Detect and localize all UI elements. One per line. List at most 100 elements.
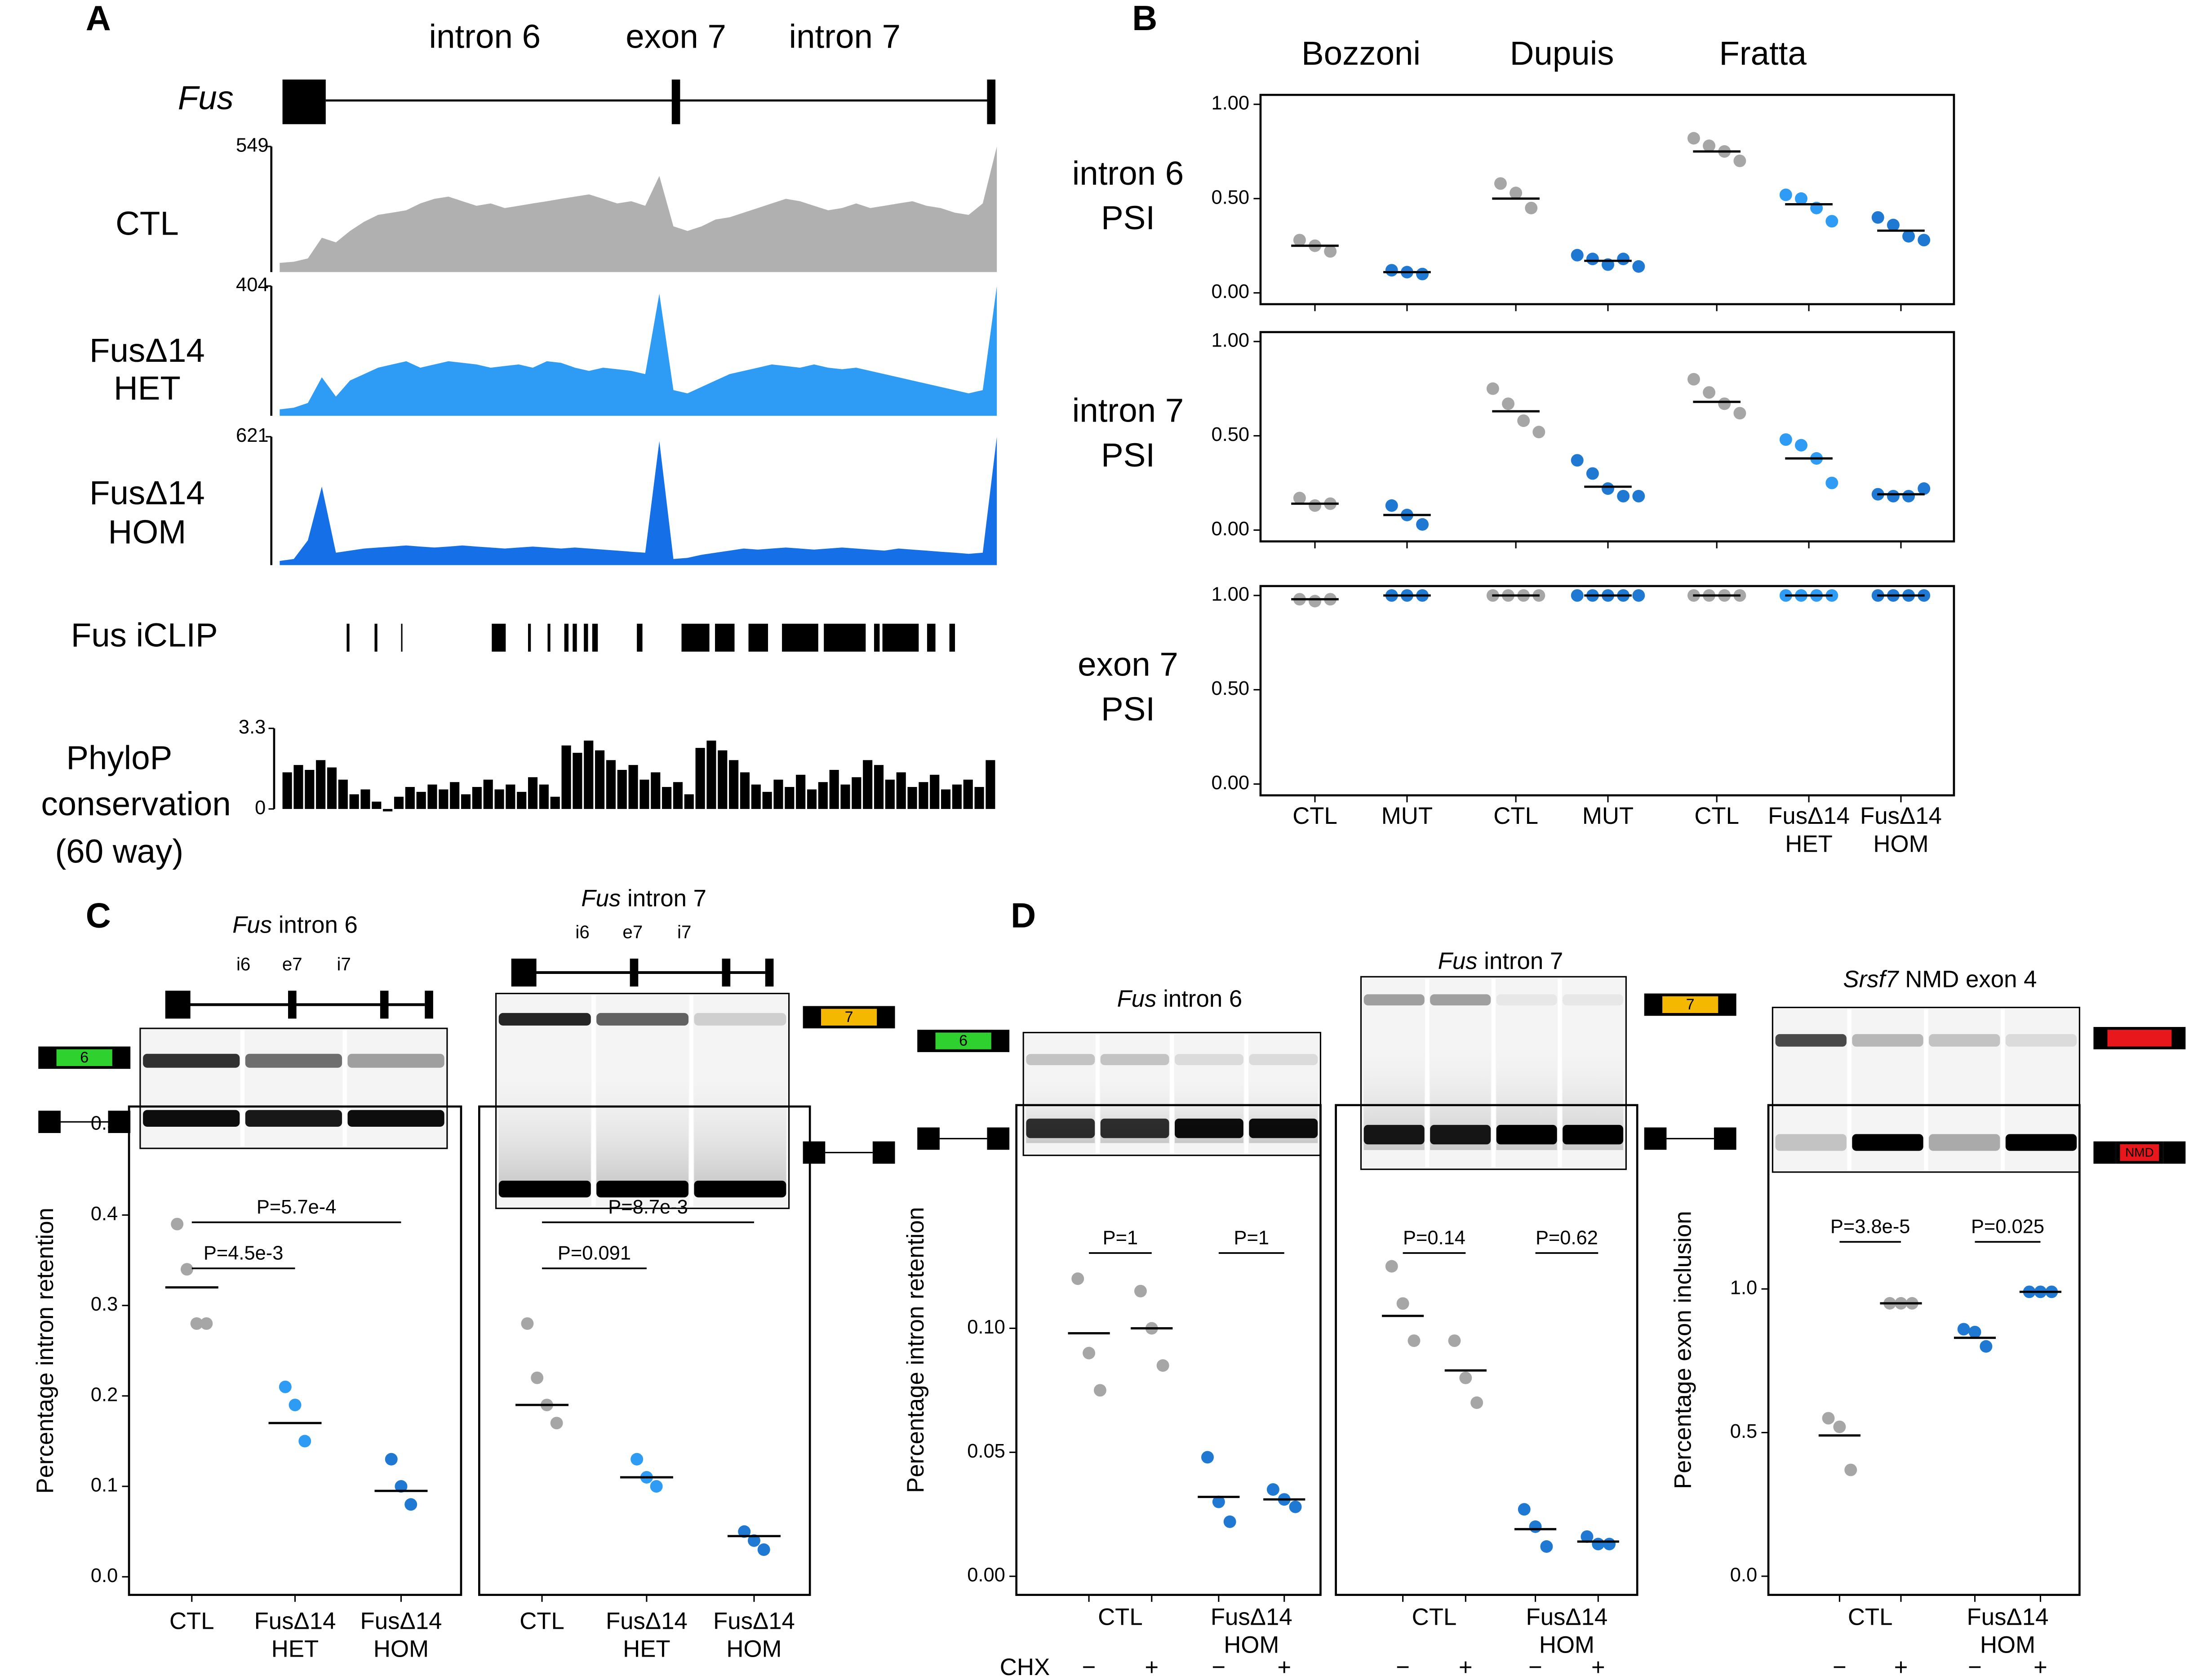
iclip-peak	[824, 623, 866, 652]
plot-frame	[1335, 1104, 1638, 1596]
iclip-peak	[592, 623, 598, 652]
chart-title: Fus intron 7	[581, 885, 706, 911]
phylop-bar	[885, 779, 895, 809]
data-point	[1385, 499, 1398, 512]
gel-band	[1026, 1118, 1095, 1138]
phylop-bar	[282, 772, 292, 809]
exon-label: 6	[80, 1049, 89, 1066]
coverage	[280, 146, 997, 272]
data-point	[1733, 154, 1746, 167]
primer-label: i7	[337, 954, 351, 974]
phylop-bar	[573, 752, 582, 809]
data-point	[1494, 177, 1507, 190]
x-tick-label: HET	[623, 1636, 670, 1662]
gel-band	[1175, 1054, 1243, 1065]
x-tick-label: FusΔ14	[1967, 1604, 2049, 1630]
track-label: HOM	[108, 513, 186, 551]
gel-smear	[498, 1058, 591, 1187]
phylop-bar	[327, 767, 337, 809]
data-point	[1779, 188, 1792, 201]
x-tick-label: CTL	[169, 1608, 214, 1635]
exon	[288, 991, 297, 1019]
phylop-bar	[829, 769, 839, 809]
y-tick-label: 0.3	[91, 1293, 118, 1315]
data-point	[757, 1543, 770, 1556]
data-point	[298, 1435, 311, 1448]
y-tick-label: 0.0	[1730, 1564, 1757, 1586]
treatment-title: CHX	[1000, 1654, 1050, 1680]
primer-label: e7	[622, 922, 643, 942]
title-gene: Fus	[581, 885, 621, 911]
y-axis-label: Percentage intron retention	[902, 1207, 929, 1493]
chart-title: Fus intron 6	[232, 911, 358, 938]
gel-band	[1929, 1134, 2000, 1151]
y-tick-label: 1.00	[1212, 329, 1250, 351]
iclip-peak	[564, 623, 569, 652]
row-label: intron 7	[1072, 392, 1184, 429]
exon	[511, 958, 537, 987]
x-tick-label: FusΔ14	[1860, 803, 1942, 829]
chart-title: Fus intron 6	[1117, 986, 1243, 1012]
exon-box	[917, 1127, 940, 1150]
exon	[987, 79, 996, 124]
data-point	[1416, 518, 1429, 531]
data-point	[1201, 1451, 1214, 1464]
exon-inner	[821, 1009, 877, 1026]
track-label: conservation	[41, 785, 231, 822]
phylop-bar	[907, 787, 917, 809]
data-point	[1529, 1520, 1542, 1533]
y-tick-label: 0.0	[91, 1565, 118, 1587]
feature-label: exon 7	[626, 18, 726, 55]
phylop-bar	[785, 787, 795, 809]
exon-box	[872, 1141, 895, 1164]
gel-band	[596, 1180, 689, 1198]
data-point	[1540, 1540, 1553, 1553]
iclip-peak	[715, 623, 735, 652]
x-tick-label: HOM	[1873, 831, 1928, 857]
y-tick-label: 0.05	[967, 1440, 1005, 1462]
treatment-label: −	[1396, 1654, 1410, 1680]
data-point	[1156, 1359, 1169, 1372]
data-point	[1795, 439, 1807, 452]
y-tick-label: 549	[236, 134, 269, 156]
phylop-bar	[952, 784, 962, 809]
gel-band	[1775, 1134, 1847, 1151]
primer-label: i6	[575, 922, 589, 942]
title-gene: Fus	[232, 911, 272, 938]
phylop-bar	[606, 760, 616, 809]
phylop-bar	[818, 782, 828, 809]
iclip-peak	[882, 623, 919, 652]
iclip-peak	[949, 623, 955, 652]
title-text: intron 7	[1478, 948, 1563, 974]
phylop-bar	[773, 779, 783, 809]
phylop-bar	[483, 779, 493, 809]
gel-band	[2005, 1034, 2077, 1047]
data-point	[1617, 489, 1630, 502]
data-point	[1470, 1396, 1483, 1409]
p-value: P=0.14	[1403, 1227, 1465, 1249]
data-point	[1779, 433, 1792, 446]
phylop-bar	[941, 789, 951, 809]
treatment-label: −	[1528, 1654, 1542, 1680]
phylop-bar	[662, 787, 672, 809]
title-gene: Fus	[1117, 986, 1157, 1012]
exon-inner	[56, 1049, 112, 1066]
exon-box	[108, 1111, 131, 1133]
p-value: P=8.7e-3	[608, 1196, 688, 1218]
exon-inner	[2120, 1144, 2159, 1161]
data-point	[1586, 253, 1599, 266]
data-point	[1980, 1340, 1993, 1353]
phylop-bar	[293, 765, 303, 809]
treatment-label: +	[2034, 1654, 2047, 1680]
gel-band	[1249, 1054, 1318, 1065]
iclip-peak	[492, 623, 506, 652]
p-value: P=1	[1103, 1227, 1138, 1249]
phylop-bar	[740, 772, 750, 809]
phylop-bar	[372, 801, 382, 809]
x-tick-label: CTL	[1098, 1604, 1143, 1630]
exon-box	[38, 1111, 61, 1133]
gel-band	[1775, 1034, 1847, 1047]
data-point	[1289, 1500, 1302, 1513]
exon	[165, 991, 191, 1019]
